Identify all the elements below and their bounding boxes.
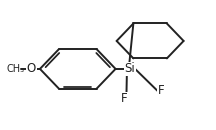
Text: CH₃: CH₃	[6, 64, 24, 74]
Text: O: O	[27, 62, 36, 75]
Text: F: F	[158, 84, 164, 98]
Text: Si: Si	[124, 62, 135, 75]
Text: F: F	[121, 92, 127, 105]
